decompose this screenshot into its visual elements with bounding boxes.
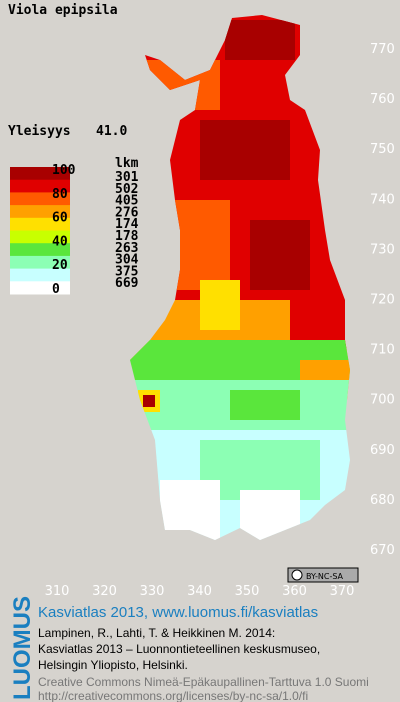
x-tick-label: 320 [92, 584, 117, 599]
legend-swatch [10, 281, 70, 295]
y-tick-label: 720 [370, 293, 395, 308]
legend-scale-label: 40 [52, 234, 68, 249]
y-tick-label: 700 [370, 393, 395, 408]
x-tick-label: 340 [187, 584, 212, 599]
brand: LUOMUS [9, 596, 36, 700]
legend-swatch [10, 192, 70, 206]
legend-swatch [10, 217, 70, 231]
legend-swatch [10, 255, 70, 270]
license-badge: BY-NC-SA [287, 567, 359, 583]
x-tick-label: 350 [235, 584, 260, 599]
y-tick-label: 730 [370, 242, 395, 257]
legend-swatch [10, 230, 70, 244]
x-tick-label: 330 [140, 584, 165, 599]
legend-count: 276 [115, 205, 139, 220]
legend-scale-label: 100 [52, 163, 76, 178]
legend-swatch [10, 167, 70, 181]
y-tick-label: 760 [370, 92, 395, 107]
legend-swatch [10, 243, 70, 257]
legend-swatch [10, 179, 70, 193]
legend-scale-label: 80 [52, 187, 68, 202]
y-tick-label: 710 [370, 343, 395, 358]
citation-line: Kasviatlas 2013 – Luonnontieteellinen ke… [38, 642, 320, 656]
legend-count: 669 [115, 276, 138, 291]
legend-count: 174 [115, 217, 139, 232]
frequency-value: 41.0 [96, 124, 127, 139]
y-tick-label: 740 [370, 192, 395, 207]
y-tick-label: 670 [370, 543, 395, 558]
legend-count: 502 [115, 182, 138, 197]
distribution-map [130, 15, 350, 540]
legend-count: 304 [115, 253, 139, 268]
y-tick-label: 750 [370, 142, 395, 157]
legend-count: 405 [115, 194, 138, 209]
legend-count: 375 [115, 264, 138, 279]
legend-scale-label: 60 [52, 211, 68, 226]
x-tick-label: 360 [282, 584, 307, 599]
legend-swatch [10, 268, 70, 282]
legend-scale-label: 0 [52, 282, 60, 297]
citation-line: Lampinen, R., Lahti, T. & Heikkinen M. 2… [38, 626, 275, 640]
y-tick-label: 680 [370, 493, 395, 508]
license-badge-text: BY-NC-SA [306, 572, 344, 581]
x-tick-label: 370 [330, 584, 355, 599]
title: Viola epipsila [8, 3, 118, 18]
footer-heading: Kasviatlas 2013, www.luomus.fi/kasviatla… [38, 604, 318, 621]
y-tick-label: 770 [370, 42, 395, 57]
count-header: lkm [115, 156, 139, 171]
y-tick-label: 690 [370, 443, 395, 458]
legend-scale-label: 20 [52, 258, 68, 273]
legend-count: 301 [115, 170, 139, 185]
legend-count: 178 [115, 229, 139, 244]
legend-swatch [10, 205, 70, 219]
x-tick-label: 310 [45, 584, 70, 599]
frequency-label: Yleisyys [8, 124, 71, 139]
license-line: http://creativecommons.org/licenses/by-n… [38, 689, 308, 702]
citation-line: Helsingin Yliopisto, Helsinki. [38, 658, 188, 672]
legend-count: 263 [115, 241, 138, 256]
license-line: Creative Commons Nimeä-Epäkaupallinen-Ta… [38, 675, 369, 689]
